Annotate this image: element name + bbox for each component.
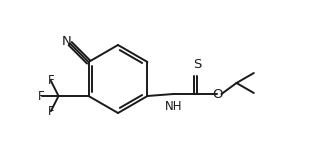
Text: S: S xyxy=(193,58,202,71)
Text: F: F xyxy=(48,105,54,118)
Text: F: F xyxy=(38,89,45,103)
Text: F: F xyxy=(48,74,54,87)
Text: N: N xyxy=(62,35,72,48)
Text: NH: NH xyxy=(165,100,182,113)
Text: O: O xyxy=(212,88,223,100)
